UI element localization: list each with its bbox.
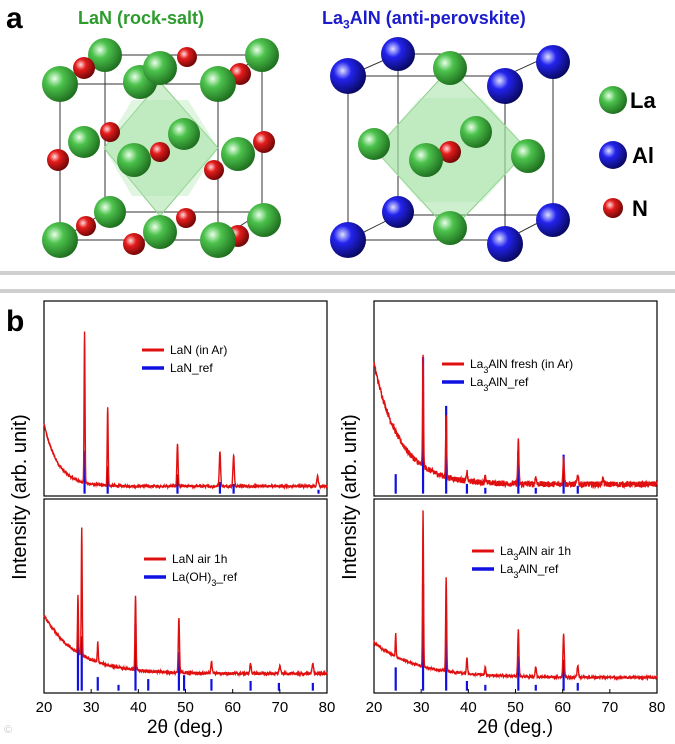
peak-mark-LaN_Ar-0: [84, 494, 85, 495]
xtick-label-LaN_air-1: 30: [83, 699, 100, 716]
pattern-line-LaN_Ar: [43, 331, 328, 491]
peak-mark-LaN_air-1: [81, 691, 82, 692]
peak-mark-La3AlN_fresh-5: [535, 494, 536, 495]
peak-mark-LaN_air-3: [135, 691, 136, 692]
peak-mark-La3AlN_fresh-0: [423, 494, 424, 495]
panel-a-letter: a: [6, 2, 23, 35]
lan-atoms: [42, 38, 281, 258]
legend-label-LaN_Ar-0: LaN (in Ar): [170, 343, 227, 357]
legend-label-La3AlN_fresh-0: La3AlN fresh (in Ar): [470, 357, 573, 375]
peak-mark-La3AlN_air-5: [518, 691, 519, 692]
divider-top: [0, 271, 675, 275]
peak-mark-La3AlN_air-1: [423, 691, 424, 692]
legend-label-La3AlN_air-1: La3AlN_ref: [500, 562, 559, 580]
peak-mark-LaN_Ar-2: [177, 494, 178, 495]
legend-al-sphere: [599, 141, 627, 169]
plot-frame-LaN_air: [43, 498, 328, 694]
peak-mark-La3AlN_fresh-2: [466, 494, 467, 495]
peak-mark-La3AlN_air-4: [485, 691, 486, 692]
peak-mark-La3AlN_fresh-1: [446, 494, 447, 495]
pattern-line-LaN_air: [43, 527, 328, 678]
legend-al-label: Al: [632, 143, 654, 168]
peak-mark-LaN_Ar-1: [107, 494, 108, 495]
peak-mark-LaN_Ar-3: [219, 494, 220, 495]
legend-la-sphere: [599, 86, 627, 114]
peak-mark-LaN_air-6: [250, 691, 251, 692]
divider-bottom: [0, 289, 675, 293]
peak-mark-La3AlN_air-2: [446, 691, 447, 692]
peak-mark-La3AlN_air-7: [563, 691, 564, 692]
y-axis-label-1: Intensity (arb. unit): [339, 414, 361, 580]
plot-frame-LaN_Ar: [43, 300, 328, 497]
xtick-label-LaN_air-2: 40: [130, 699, 147, 716]
peak-mark-LaN_air-0: [77, 691, 78, 692]
la3aln-unit-cell: [330, 37, 570, 262]
y-axis-label-0: Intensity (arb. unit): [9, 414, 31, 580]
peak-mark-La3AlN_air-6: [535, 691, 536, 692]
xtick-label-La3AlN_air-2: 40: [460, 699, 477, 716]
peak-mark-La3AlN_air-3: [466, 691, 467, 692]
xtick-label-LaN_air-3: 50: [177, 699, 194, 716]
xtick-label-La3AlN_air-3: 50: [507, 699, 524, 716]
lan-unit-cell: [42, 38, 281, 258]
peak-mark-La3AlN_fresh-7: [577, 494, 578, 495]
legend-label-LaN_Ar-1: LaN_ref: [170, 361, 213, 375]
peak-mark-LaN_air-8: [312, 691, 313, 692]
peak-mark-La3AlN_fresh-3: [485, 494, 486, 495]
pattern-line-La3AlN_air: [373, 510, 658, 682]
legend-label-LaN_air-1: La(OH)3_ref: [172, 570, 238, 588]
xtick-label-La3AlN_air-4: 60: [554, 699, 571, 716]
xtick-label-LaN_air-4: 60: [224, 699, 241, 716]
peak-mark-La3AlN_fresh-8: [602, 494, 603, 495]
legend-label-La3AlN_fresh-1: La3AlN_ref: [470, 375, 529, 393]
la3aln-structure-title: La3AlN (anti-perovskite): [322, 8, 526, 32]
peak-mark-LaN_air-2: [97, 691, 98, 692]
legend-la-label: La: [630, 88, 656, 113]
xtick-label-La3AlN_air-0: 20: [366, 699, 383, 716]
legend-n-label: N: [632, 196, 648, 221]
xtick-label-La3AlN_air-6: 80: [649, 699, 666, 716]
lan-structure-title: LaN (rock-salt): [78, 8, 205, 28]
peak-mark-LaN_Ar-4: [233, 494, 234, 495]
peak-mark-La3AlN_air-0: [395, 691, 396, 692]
xrd-chart-area: LaN (in Ar)LaN_ref La3AlN fresh (in Ar)La…: [9, 300, 666, 738]
xtick-label-La3AlN_air-1: 30: [413, 699, 430, 716]
xtick-label-LaN_air-0: 20: [36, 699, 53, 716]
peak-mark-La3AlN_air-8: [577, 691, 578, 692]
peak-mark-LaN_Ar-5: [317, 494, 318, 495]
x-axis-label-0: 2θ (deg.): [147, 717, 223, 738]
xtick-label-LaN_air-6: 80: [319, 699, 336, 716]
x-axis-label-1: 2θ (deg.): [477, 717, 553, 738]
legend-n-sphere: [603, 198, 623, 218]
watermark-icon: ©: [4, 724, 13, 736]
pattern-line-La3AlN_fresh: [373, 354, 658, 490]
peak-mark-La3AlN_fresh-6: [563, 494, 564, 495]
la3aln-atoms: [330, 37, 570, 262]
xtick-label-La3AlN_air-5: 70: [601, 699, 618, 716]
panel-b-letter: b: [6, 305, 25, 338]
legend-label-LaN_air-0: LaN air 1h: [172, 552, 227, 566]
xtick-label-LaN_air-5: 70: [271, 699, 288, 716]
crystal-structures: [42, 37, 627, 262]
peak-mark-LaN_air-5: [211, 691, 212, 692]
peak-mark-LaN_air-4: [178, 691, 179, 692]
peak-mark-La3AlN_fresh-4: [518, 494, 519, 495]
legend-label-La3AlN_air-0: La3AlN air 1h: [500, 544, 571, 562]
plot-frame-La3AlN_fresh: [373, 300, 658, 497]
